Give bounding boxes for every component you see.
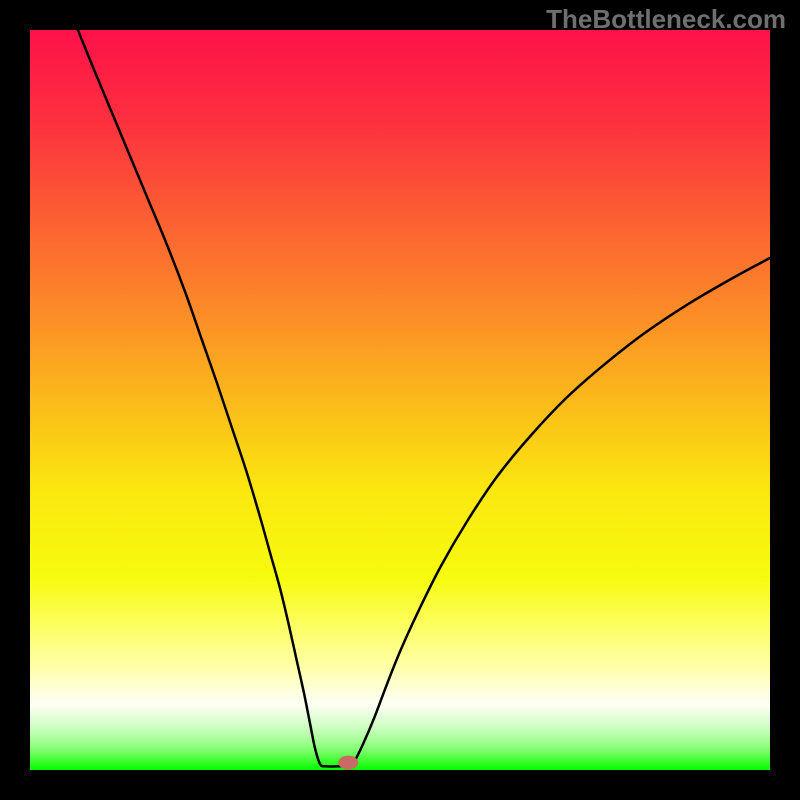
- gradient-background: [30, 30, 770, 770]
- bottleneck-chart: [0, 0, 800, 800]
- minimum-marker: [338, 756, 358, 770]
- watermark-label: TheBottleneck.com: [546, 4, 786, 35]
